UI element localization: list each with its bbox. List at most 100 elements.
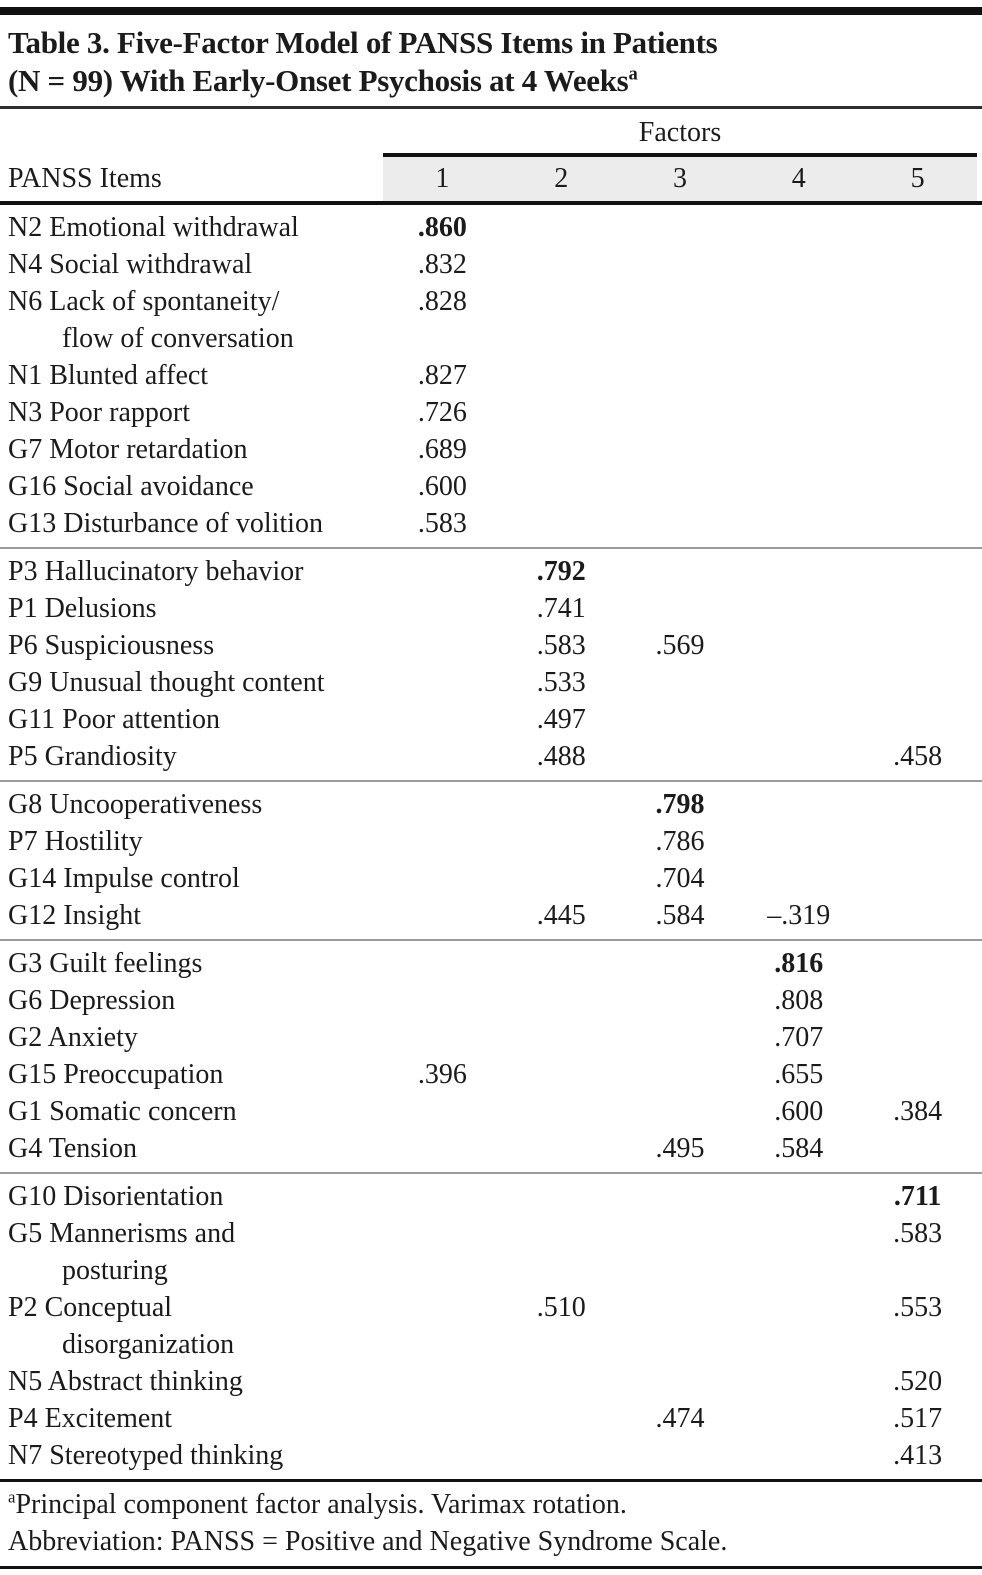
table-body: N2 Emotional withdrawal .860 N4 Social wit…: [0, 205, 982, 1479]
table-row: N3 Poor rapport .726: [0, 394, 982, 431]
panss-item-label: G4 Tension: [8, 1133, 137, 1164]
loading-value-factor-2: .792: [536, 556, 586, 587]
loading-value-factor-3: .704: [655, 863, 705, 894]
table-row: G3 Guilt feelings .816: [0, 945, 982, 982]
footer-rule: [0, 1479, 982, 1482]
panss-item-label: N4 Social withdrawal: [8, 249, 253, 280]
table-row: N4 Social withdrawal .832: [0, 246, 982, 283]
panss-item-label: P5 Grandiosity: [8, 741, 177, 772]
factor-column-header-5: 5: [910, 163, 925, 194]
table-row: G4 Tension .495 .584: [0, 1130, 982, 1167]
loading-value-factor-1: .726: [417, 397, 467, 428]
loading-value-factor-5: .711: [893, 1181, 942, 1212]
footnote: Abbreviation: PANSS = Positive and Negat…: [8, 1526, 728, 1557]
panss-item-label: N5 Abstract thinking: [8, 1366, 243, 1397]
table-row: N5 Abstract thinking .520: [0, 1363, 982, 1400]
table-row: P5 Grandiosity .488 .458: [0, 738, 982, 775]
panss-item-label: G9 Unusual thought content: [8, 667, 325, 698]
table-title-line2-text: (N = 99) With Early-Onset Psychosis at 4…: [8, 63, 629, 98]
loading-value-factor-3: .798: [655, 789, 705, 820]
table-row: N6 Lack of spontaneity/flow of conversat…: [0, 283, 982, 357]
loading-value-factor-1: .396: [417, 1059, 467, 1090]
table-row: N2 Emotional withdrawal .860: [0, 209, 982, 246]
table-row: G7 Motor retardation .689: [0, 431, 982, 468]
loading-value-factor-1: .827: [417, 360, 467, 391]
table-row: P3 Hallucinatory behavior .792: [0, 553, 982, 590]
table-row: P6 Suspiciousness .583 .569: [0, 627, 982, 664]
loading-value-factor-1: .832: [417, 249, 467, 280]
panss-items-column-header: PANSS Items: [8, 163, 162, 194]
loading-value-factor-4: .600: [774, 1096, 824, 1127]
title-rule: [0, 106, 982, 109]
loading-value-factor-5: .413: [893, 1440, 943, 1471]
bottom-rule: [0, 1566, 982, 1569]
panss-item-label: N3 Poor rapport: [8, 397, 190, 428]
factor-section-4: G3 Guilt feelings .816 G6 Depression .808 G2…: [0, 941, 982, 1174]
panss-item-label: N7 Stereotyped thinking: [8, 1440, 284, 1471]
table-row: P1 Delusions .741: [0, 590, 982, 627]
table-row: G8 Uncooperativeness .798: [0, 786, 982, 823]
loading-value-factor-3: .474: [655, 1403, 705, 1434]
loading-value-factor-5: .384: [893, 1096, 943, 1127]
panss-item-label: P1 Delusions: [8, 593, 157, 624]
loading-value-factor-2: .497: [536, 704, 586, 735]
table-row: P4 Excitement .474 .517: [0, 1400, 982, 1437]
panss-item-label: N6 Lack of spontaneity/flow of conversat…: [8, 286, 294, 354]
loading-value-factor-2: .533: [536, 667, 586, 698]
table-row: G15 Preoccupation .396 .655: [0, 1056, 982, 1093]
table-row: G5 Mannerisms and posturing .583: [0, 1215, 982, 1289]
panss-item-label: G6 Depression: [8, 985, 176, 1016]
factor-column-header-3: 3: [672, 163, 687, 194]
table-row: G10 Disorientation .711: [0, 1178, 982, 1215]
loading-value-factor-4: .584: [774, 1133, 824, 1164]
table-row: P2 Conceptual disorganization .510 .553: [0, 1289, 982, 1363]
panss-item-label: N2 Emotional withdrawal: [8, 212, 299, 243]
loading-value-factor-4: –.319: [767, 900, 831, 931]
panss-item-label: G10 Disorientation: [8, 1181, 224, 1212]
factor-section-5: G10 Disorientation .711 G5 Mannerisms and p…: [0, 1174, 982, 1479]
top-rule: [0, 7, 982, 15]
loading-value-factor-2: .741: [536, 593, 586, 624]
loading-value-factor-1: .828: [417, 286, 467, 317]
loading-value-factor-3: .495: [655, 1133, 705, 1164]
loading-value-factor-2: .488: [536, 741, 586, 772]
panss-item-label: G7 Motor retardation: [8, 434, 248, 465]
footnote: aPrincipal component factor analysis. Va…: [8, 1487, 627, 1520]
loading-value-factor-5: .553: [893, 1292, 943, 1323]
panss-item-label: G1 Somatic concern: [8, 1096, 237, 1127]
panss-item-label: G13 Disturbance of volition: [8, 508, 323, 539]
table-row: G9 Unusual thought content .533: [0, 664, 982, 701]
factor-column-header-2: 2: [554, 163, 569, 194]
panss-item-label: G14 Impulse control: [8, 863, 240, 894]
loading-value-factor-4: .707: [774, 1022, 824, 1053]
panss-item-label: P3 Hallucinatory behavior: [8, 556, 304, 587]
panss-item-label: N1 Blunted affect: [8, 360, 209, 391]
loading-value-factor-2: .583: [536, 630, 586, 661]
table-row: N1 Blunted affect .827: [0, 357, 982, 394]
panss-item-label: P6 Suspiciousness: [8, 630, 215, 661]
table-title: Table 3. Five-Factor Model of PANSS Item…: [8, 24, 974, 100]
table-row: G2 Anxiety .707: [0, 1019, 982, 1056]
panss-item-label: P2 Conceptual disorganization: [8, 1292, 235, 1360]
factor-section-2: P3 Hallucinatory behavior .792 P1 Delusion…: [0, 549, 982, 782]
table-row: G12 Insight .445 .584 –.319: [0, 897, 982, 934]
panss-item-label: P4 Excitement: [8, 1403, 173, 1434]
loading-value-factor-5: .583: [893, 1218, 943, 1249]
panss-item-label: G15 Preoccupation: [8, 1059, 224, 1090]
loading-value-factor-5: .520: [893, 1366, 943, 1397]
factors-group-header: Factors: [638, 117, 722, 148]
panss-item-label: G11 Poor attention: [8, 704, 221, 735]
header-rule: [0, 201, 982, 205]
loading-value-factor-3: .584: [655, 900, 705, 931]
table-row: G14 Impulse control .704: [0, 860, 982, 897]
table-row: G6 Depression .808: [0, 982, 982, 1019]
table-row: G11 Poor attention .497: [0, 701, 982, 738]
factor-column-header-4: 4: [791, 163, 806, 194]
loading-value-factor-3: .786: [655, 826, 705, 857]
loading-value-factor-4: .655: [774, 1059, 824, 1090]
panss-item-label: P7 Hostility: [8, 826, 143, 857]
loading-value-factor-3: .569: [655, 630, 705, 661]
factor-section-1: N2 Emotional withdrawal .860 N4 Social wit…: [0, 205, 982, 549]
loading-value-factor-1: .600: [417, 471, 467, 502]
